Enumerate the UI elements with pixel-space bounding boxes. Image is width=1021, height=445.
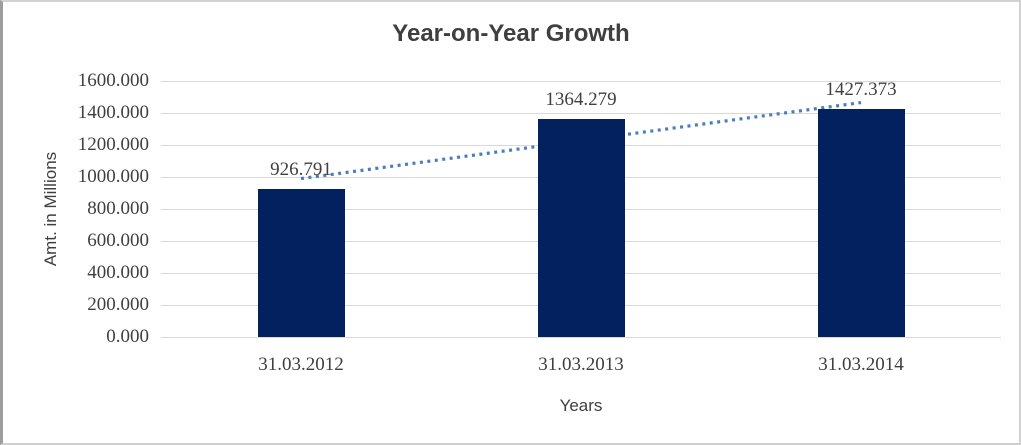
y-tick-label: 1600.000 <box>77 70 149 91</box>
x-tick-label: 31.03.2012 <box>258 354 344 375</box>
y-tick-label: 800.000 <box>87 198 149 219</box>
chart-title: Year-on-Year Growth <box>392 20 630 47</box>
bar-31.03.2014 <box>818 109 905 337</box>
y-tick-label: 1000.000 <box>77 166 149 187</box>
x-tick-label: 31.03.2014 <box>818 354 904 375</box>
y-tick-label: 1400.000 <box>77 102 149 123</box>
plot-area: 926.791 1364.279 1427.373 <box>161 79 1001 338</box>
y-tick-label: 600.000 <box>87 230 149 251</box>
bar-31.03.2013 <box>538 119 625 337</box>
gridline <box>161 337 1001 338</box>
bar-31.03.2012 <box>258 189 345 337</box>
y-tick-label: 1200.000 <box>77 134 149 155</box>
x-tick-label: 31.03.2013 <box>538 354 624 375</box>
y-tick-label: 400.000 <box>87 262 149 283</box>
bar-data-label: 1364.279 <box>545 89 617 110</box>
gridline <box>161 81 1001 82</box>
bar-data-label: 926.791 <box>270 159 332 180</box>
y-tick-label: 0.000 <box>106 326 149 347</box>
bar-data-label: 1427.373 <box>825 79 897 100</box>
y-tick-label: 200.000 <box>87 294 149 315</box>
gridline <box>161 113 1001 114</box>
x-axis-title: Years <box>559 396 603 415</box>
